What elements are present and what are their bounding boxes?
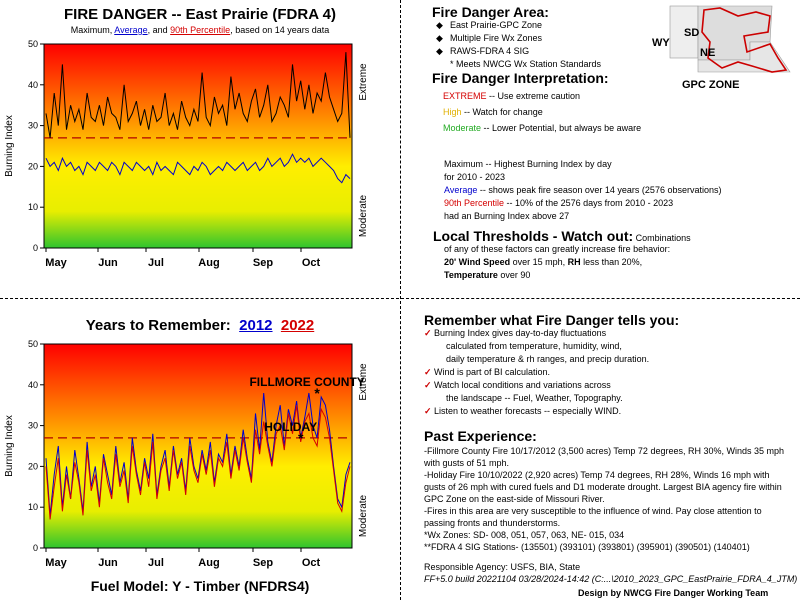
area-note: * Meets NWCG Wx Station Standards — [450, 59, 602, 69]
y-tick-label: 30 — [28, 421, 38, 431]
remember-list: ✓ Burning Index gives day-to-day fluctuat… — [424, 328, 650, 416]
interp-extreme: EXTREME -- Use extreme caution — [443, 91, 581, 101]
annotation-marker: * — [298, 430, 304, 446]
x-tick-label: May — [45, 557, 67, 569]
diamond-icon: ◆ — [436, 20, 443, 30]
y-tick-label: 50 — [28, 39, 38, 49]
y-tick-label: 10 — [28, 202, 38, 212]
vertical-divider — [400, 0, 401, 600]
map-wy-region — [669, 5, 699, 59]
remember-heading: Remember what Fire Danger tells you: — [424, 312, 680, 328]
x-tick-label: Sep — [253, 557, 273, 569]
annotation-marker: * — [314, 385, 320, 401]
fuel-model-label: Fuel Model: Y - Timber (NFDRS4) — [90, 578, 310, 594]
y-tick-label: 40 — [28, 80, 38, 90]
bottom-burning-index-chart: 0 10 20 30 40 50 Burning Index May Jun Jul Aug Sep O… — [4, 339, 369, 569]
top-burning-index-chart: 0 10 20 30 40 50 Burning Index May Jun Jul Aug Sep O… — [4, 39, 369, 269]
zone-label-extreme: Extreme — [358, 63, 369, 101]
build-info: FF+5.0 build 20221104 03/28/2024-14:42 (… — [424, 574, 798, 584]
x-tick-label: Jul — [148, 257, 164, 269]
zone-label-moderate: Moderate — [358, 494, 369, 537]
y-tick-label: 40 — [28, 380, 38, 390]
responsible-agency: Responsible Agency: USFS, BIA, State — [424, 562, 581, 572]
area-item: ◆ East Prairie-GPC Zone — [436, 20, 543, 30]
zone-label-moderate: Moderate — [358, 194, 369, 237]
y-tick-label: 50 — [28, 339, 38, 349]
top-chart-subtitle: Maximum, Average, and 90th Percentile, b… — [70, 25, 330, 35]
interp-high: High -- Watch for change — [443, 107, 543, 117]
thresholds-heading: Local Thresholds - Watch out: Combinatio… — [433, 228, 691, 244]
series-line-average — [45, 153, 351, 184]
y-tick-label: 0 — [33, 243, 38, 253]
series-line-maximum — [45, 52, 351, 138]
top-chart-title: FIRE DANGER -- East Prairie (FDRA 4) — [64, 6, 336, 23]
thresholds-body: of any of these factors can greatly incr… — [444, 244, 671, 280]
interpretation-heading: Fire Danger Interpretation: — [432, 70, 609, 86]
map-label-ne: NE — [700, 47, 715, 59]
x-tick-label: Oct — [302, 257, 321, 269]
x-tick-label: Jun — [98, 257, 118, 269]
series-line-2022 — [45, 405, 351, 520]
horizontal-divider — [0, 298, 800, 299]
x-tick-label: May — [45, 257, 67, 269]
interp-moderate: Moderate -- Lower Potential, but always … — [443, 123, 642, 133]
plot-area — [43, 43, 353, 249]
diamond-icon: ◆ — [436, 46, 443, 56]
check-icon: ✓ — [424, 380, 432, 390]
definitions-block: Maximum -- Highest Burning Index by day … — [444, 159, 722, 221]
y-tick-label: 20 — [28, 161, 38, 171]
y-tick-label: 20 — [28, 461, 38, 471]
area-list: ◆ East Prairie-GPC Zone ◆ Multiple Fire Wx… — [436, 19, 601, 71]
y-tick-label: 10 — [28, 502, 38, 512]
gpc-zone-map: WY SD NE GPC ZONE — [652, 5, 791, 91]
check-icon: ✓ — [424, 367, 432, 377]
y-axis-label: Burning Index — [4, 415, 15, 477]
x-tick-label: Aug — [198, 257, 219, 269]
area-item: ◆ Multiple Fire Wx Zones — [436, 33, 543, 43]
x-tick-label: Aug — [198, 557, 219, 569]
x-tick-label: Jun — [98, 557, 118, 569]
map-label-zone: GPC ZONE — [682, 79, 739, 91]
annotation-label: HOLIDAY — [264, 420, 317, 434]
x-tick-label: Oct — [302, 557, 321, 569]
check-icon: ✓ — [424, 406, 432, 416]
map-label-sd: SD — [684, 27, 699, 39]
area-item: ◆ RAWS-FDRA 4 SIG — [436, 46, 530, 56]
diamond-icon: ◆ — [436, 33, 443, 43]
bottom-chart-title: Years to Remember: 2012 2022 — [85, 317, 315, 334]
past-experience-heading: Past Experience: — [424, 428, 537, 444]
y-tick-label: 0 — [33, 543, 38, 553]
area-heading: Fire Danger Area: — [432, 4, 549, 20]
interpretation-list: EXTREME -- Use extreme caution High -- W… — [443, 88, 641, 136]
gpc-zone-outline — [701, 7, 788, 73]
x-tick-label: Jul — [148, 557, 164, 569]
zone-label-extreme: Extreme — [358, 363, 369, 401]
design-credit: Design by NWCG Fire Danger Working Team — [578, 588, 769, 598]
map-label-wy: WY — [652, 37, 670, 49]
past-experience-body: -Fillmore County Fire 10/17/2012 (3,500 … — [424, 446, 785, 552]
map-ne-region — [697, 41, 791, 73]
y-tick-label: 30 — [28, 121, 38, 131]
y-axis-label: Burning Index — [4, 115, 15, 177]
x-tick-label: Sep — [253, 257, 273, 269]
plot-area — [43, 343, 353, 549]
check-icon: ✓ — [424, 328, 432, 338]
annotation-label: FILLMORE COUNTY — [249, 375, 364, 389]
